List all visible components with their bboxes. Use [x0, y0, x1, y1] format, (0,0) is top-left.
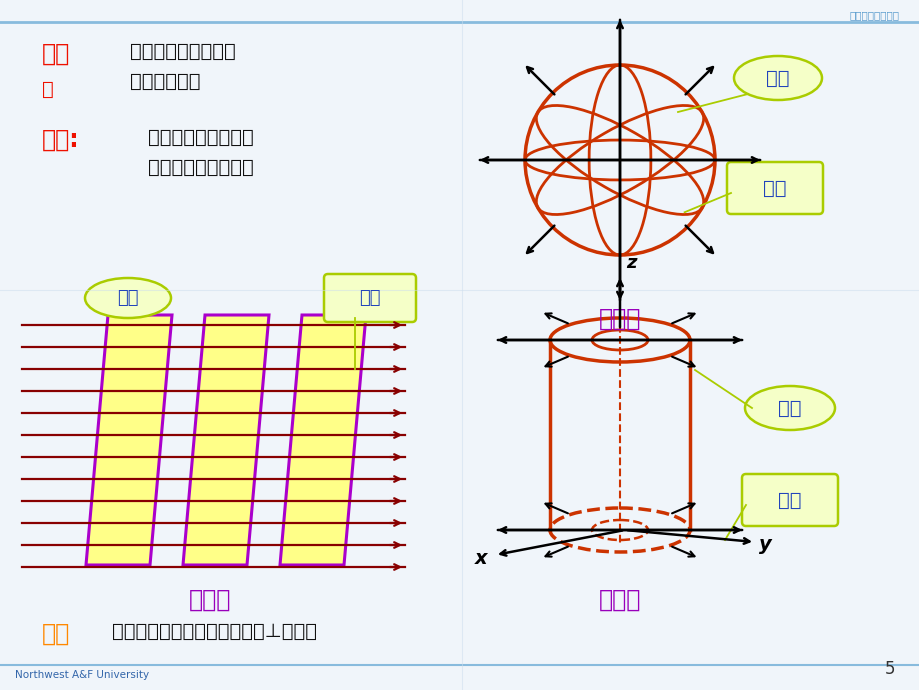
- FancyBboxPatch shape: [323, 274, 415, 322]
- Text: 柱面波: 柱面波: [598, 588, 641, 612]
- Text: 波线: 波线: [42, 42, 70, 66]
- Text: 注意: 注意: [42, 622, 70, 646]
- Text: 大学特殊电子教案: 大学特殊电子教案: [849, 10, 899, 20]
- Text: 波线: 波线: [358, 289, 380, 307]
- Polygon shape: [183, 315, 268, 565]
- Ellipse shape: [744, 386, 834, 430]
- Text: 沿波的传播方向作的: 沿波的传播方向作的: [130, 42, 235, 61]
- Polygon shape: [85, 315, 172, 565]
- Text: y: y: [758, 535, 771, 553]
- Text: 波面: 波面: [766, 68, 789, 88]
- Text: 波线: 波线: [777, 491, 800, 509]
- Ellipse shape: [85, 278, 171, 318]
- Text: 在各向同性均匀介质中，波线⊥波面。: 在各向同性均匀介质中，波线⊥波面。: [112, 622, 317, 641]
- Text: ：: ：: [42, 80, 53, 99]
- Text: 波面: 波面: [117, 289, 139, 307]
- Text: 5: 5: [883, 660, 894, 678]
- Text: 波前:: 波前:: [42, 128, 80, 152]
- Polygon shape: [279, 315, 366, 565]
- Text: Northwest A&F University: Northwest A&F University: [15, 670, 149, 680]
- FancyBboxPatch shape: [742, 474, 837, 526]
- Text: 到的最前面的波面。: 到的最前面的波面。: [148, 158, 254, 177]
- Text: z: z: [625, 254, 636, 272]
- Text: 有方向的线。: 有方向的线。: [130, 72, 200, 91]
- Text: 波面: 波面: [777, 399, 800, 417]
- Text: 平面波: 平面波: [188, 588, 231, 612]
- Text: x: x: [474, 549, 486, 567]
- Text: 在某一时刻，波传播: 在某一时刻，波传播: [148, 128, 254, 147]
- Text: 球面波: 球面波: [598, 307, 641, 331]
- FancyBboxPatch shape: [726, 162, 823, 214]
- Ellipse shape: [733, 56, 821, 100]
- Text: 波线: 波线: [763, 179, 786, 197]
